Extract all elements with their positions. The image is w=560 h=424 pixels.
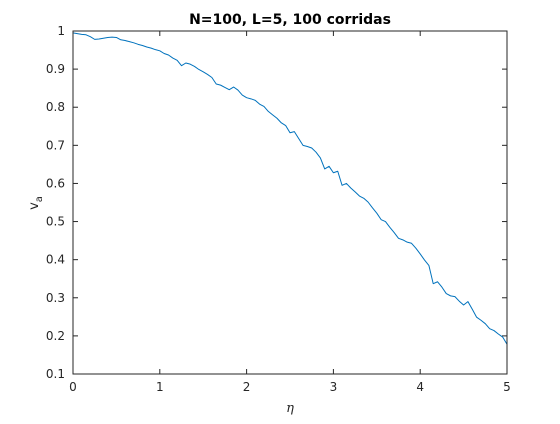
x-tick-label: 1 — [156, 380, 164, 394]
y-tick-label: 0.9 — [46, 62, 65, 76]
y-axis-label-main: v — [27, 202, 42, 210]
y-tick-label: 1 — [57, 24, 65, 38]
y-tick-label: 0.8 — [46, 100, 65, 114]
y-tick-labels: 0.1 0.2 0.3 0.4 0.5 0.6 0.7 0.8 0.9 1 — [46, 24, 65, 381]
series-line — [72, 32, 508, 345]
x-axis-label: η — [286, 401, 294, 416]
y-tick-label: 0.6 — [46, 176, 65, 190]
x-tick-label: 5 — [503, 380, 511, 394]
x-tick-label: 3 — [330, 380, 338, 394]
chart-title: N=100, L=5, 100 corridas — [189, 12, 391, 28]
y-axis-label: va — [27, 196, 45, 210]
svg-text:va: va — [27, 196, 45, 210]
x-tick-label: 4 — [416, 380, 424, 394]
x-tick-label: 0 — [69, 380, 77, 394]
y-tick-label: 0.3 — [46, 291, 65, 305]
x-tick-label: 2 — [243, 380, 251, 394]
y-tick-label: 0.7 — [46, 138, 65, 152]
axes-background — [73, 31, 507, 374]
x-tick-labels: 0 1 2 3 4 5 — [69, 380, 511, 394]
y-tick-label: 0.4 — [46, 253, 65, 267]
y-tick-label: 0.2 — [46, 329, 65, 343]
y-axis-label-sub: a — [34, 196, 45, 202]
y-tick-label: 0.5 — [46, 215, 65, 229]
axes-box — [72, 30, 508, 375]
y-tick-label: 0.1 — [46, 367, 65, 381]
